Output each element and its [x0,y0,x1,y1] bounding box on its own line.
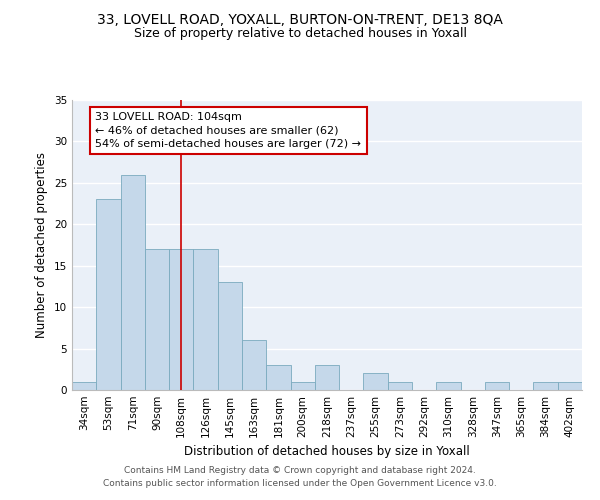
Bar [558,382,582,390]
Bar [290,382,315,390]
Text: Contains HM Land Registry data © Crown copyright and database right 2024.
Contai: Contains HM Land Registry data © Crown c… [103,466,497,487]
Y-axis label: Number of detached properties: Number of detached properties [35,152,49,338]
Bar [218,282,242,390]
Text: Size of property relative to detached houses in Yoxall: Size of property relative to detached ho… [133,28,467,40]
Bar [72,382,96,390]
Bar [169,249,193,390]
X-axis label: Distribution of detached houses by size in Yoxall: Distribution of detached houses by size … [184,446,470,458]
Bar [121,174,145,390]
Text: 33 LOVELL ROAD: 104sqm
← 46% of detached houses are smaller (62)
54% of semi-det: 33 LOVELL ROAD: 104sqm ← 46% of detached… [95,112,361,149]
Bar [96,200,121,390]
Bar [266,365,290,390]
Bar [145,249,169,390]
Bar [533,382,558,390]
Bar [485,382,509,390]
Bar [242,340,266,390]
Bar [364,374,388,390]
Bar [193,249,218,390]
Bar [315,365,339,390]
Bar [436,382,461,390]
Bar [388,382,412,390]
Text: 33, LOVELL ROAD, YOXALL, BURTON-ON-TRENT, DE13 8QA: 33, LOVELL ROAD, YOXALL, BURTON-ON-TRENT… [97,12,503,26]
